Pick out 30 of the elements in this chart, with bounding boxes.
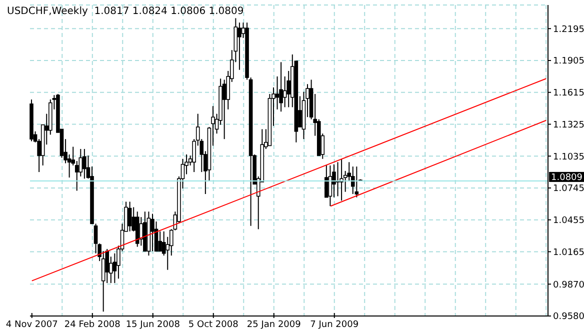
x-tick-label: 7 Jun 2009 [310, 320, 359, 330]
x-tick-label: 25 Jan 2009 [246, 320, 302, 330]
candlestick [222, 79, 226, 140]
candlestick [340, 158, 344, 202]
y-tick-label: 1.0165 [553, 248, 584, 258]
x-tick-label: 15 Jun 2008 [126, 320, 180, 330]
y-tick-label: 0.9580 [553, 312, 584, 322]
candlestick [275, 76, 280, 110]
x-tick-label: 5 Oct 2008 [188, 320, 239, 330]
x-tick-label: 4 Nov 2007 [6, 320, 58, 330]
candlestick [158, 230, 162, 252]
y-tick-label: 1.0455 [553, 216, 584, 226]
candlestick [350, 166, 355, 195]
y-tick-label: 1.1035 [553, 152, 584, 162]
y-tick-label: 1.1615 [553, 88, 584, 99]
candlestick [238, 22, 242, 70]
candlestick [82, 148, 86, 180]
y-tick-label: 1.1905 [553, 56, 584, 67]
y-tick-label: 1.0745 [553, 184, 584, 194]
chart-title: USDCHF,Weekly 1.0817 1.0824 1.0806 1.0809 [7, 6, 244, 17]
y-tick-label: 1.1325 [553, 120, 584, 130]
candlestick [279, 62, 283, 112]
candlestick [354, 166, 359, 198]
candlestick [286, 70, 291, 108]
x-tick-label: 24 Feb 2008 [64, 320, 121, 330]
y-tick-label: 0.9870 [553, 280, 584, 290]
candlestick [128, 201, 132, 232]
ref-line-label: 1.0809 [551, 172, 583, 183]
candlestick [150, 213, 154, 252]
y-tick-label: 1.2195 [553, 24, 584, 35]
